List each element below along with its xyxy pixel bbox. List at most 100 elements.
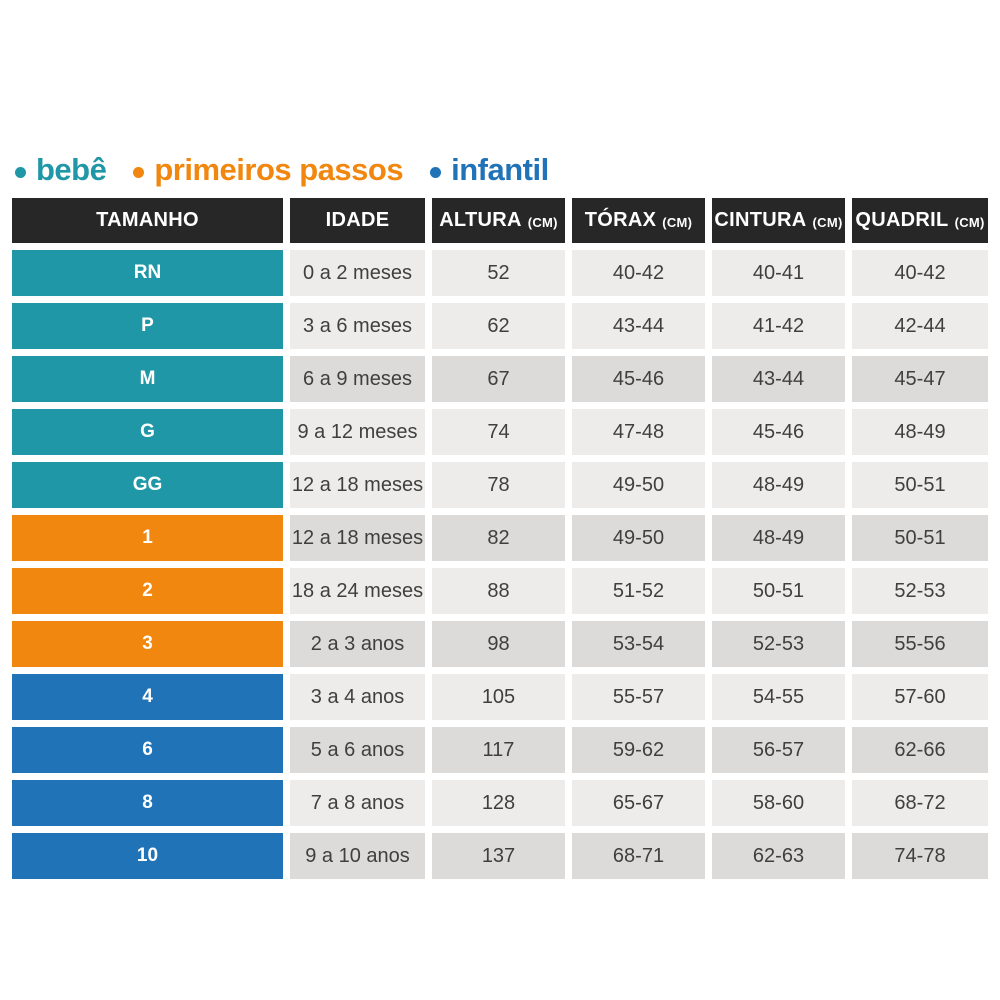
column-header-altura: ALTURA (CM) xyxy=(432,198,565,243)
cintura-cell: 54-55 xyxy=(712,674,845,720)
column-header-tamanho: TAMANHO xyxy=(12,198,283,243)
category-legend: bebê primeiros passos infantil xyxy=(15,150,1000,190)
torax-cell: 49-50 xyxy=(572,515,705,561)
column-header-unit: (CM) xyxy=(812,214,843,230)
idade-cell: 0 a 2 meses xyxy=(290,250,425,296)
column-header-label: QUADRIL xyxy=(855,209,949,231)
size-cell: G xyxy=(12,409,283,455)
torax-cell: 51-52 xyxy=(572,568,705,614)
torax-cell: 45-46 xyxy=(572,356,705,402)
column-header-label: ALTURA xyxy=(439,209,522,231)
altura-cell: 98 xyxy=(432,621,565,667)
column-header-unit: (CM) xyxy=(954,214,985,230)
size-cell: 6 xyxy=(12,727,283,773)
altura-cell: 52 xyxy=(432,250,565,296)
quadril-cell: 62-66 xyxy=(852,727,988,773)
column-header-unit: (CM) xyxy=(527,214,558,230)
size-cell: 1 xyxy=(12,515,283,561)
idade-cell: 5 a 6 anos xyxy=(290,727,425,773)
column-header-label: TÓRAX xyxy=(584,209,657,231)
size-cell: 8 xyxy=(12,780,283,826)
quadril-cell: 42-44 xyxy=(852,303,988,349)
column-header-label: TAMANHO xyxy=(96,209,199,231)
column-header-torax: TÓRAX (CM) xyxy=(572,198,705,243)
legend-dot-icon xyxy=(15,166,26,178)
legend-item-bebe: bebê xyxy=(15,152,107,188)
idade-cell: 9 a 10 anos xyxy=(290,833,425,879)
cintura-cell: 48-49 xyxy=(712,462,845,508)
cintura-cell: 58-60 xyxy=(712,780,845,826)
torax-cell: 49-50 xyxy=(572,462,705,508)
altura-cell: 105 xyxy=(432,674,565,720)
altura-cell: 62 xyxy=(432,303,565,349)
column-header-idade: IDADE xyxy=(290,198,425,243)
column-header-label: IDADE xyxy=(325,209,390,231)
legend-label: infantil xyxy=(451,152,549,187)
cintura-cell: 41-42 xyxy=(712,303,845,349)
altura-cell: 88 xyxy=(432,568,565,614)
column-header-cintura: CINTURA (CM) xyxy=(712,198,845,243)
cintura-cell: 62-63 xyxy=(712,833,845,879)
torax-cell: 43-44 xyxy=(572,303,705,349)
column-header-label: CINTURA xyxy=(714,209,807,231)
size-cell: 3 xyxy=(12,621,283,667)
torax-cell: 68-71 xyxy=(572,833,705,879)
altura-cell: 128 xyxy=(432,780,565,826)
cintura-cell: 50-51 xyxy=(712,568,845,614)
altura-cell: 117 xyxy=(432,727,565,773)
legend-label: primeiros passos xyxy=(154,152,404,187)
cintura-cell: 40-41 xyxy=(712,250,845,296)
legend-item-infantil: infantil xyxy=(430,152,549,188)
size-cell: M xyxy=(12,356,283,402)
torax-cell: 65-67 xyxy=(572,780,705,826)
quadril-cell: 40-42 xyxy=(852,250,988,296)
idade-cell: 7 a 8 anos xyxy=(290,780,425,826)
torax-cell: 47-48 xyxy=(572,409,705,455)
size-cell: RN xyxy=(12,250,283,296)
cintura-cell: 52-53 xyxy=(712,621,845,667)
altura-cell: 137 xyxy=(432,833,565,879)
idade-cell: 12 a 18 meses xyxy=(290,515,425,561)
size-chart-table: TAMANHO IDADE ALTURA (CM) TÓRAX (CM) CINTURA (C… xyxy=(12,198,988,879)
cintura-cell: 43-44 xyxy=(712,356,845,402)
column-header-quadril: QUADRIL (CM) xyxy=(852,198,988,243)
quadril-cell: 48-49 xyxy=(852,409,988,455)
altura-cell: 74 xyxy=(432,409,565,455)
altura-cell: 82 xyxy=(432,515,565,561)
quadril-cell: 50-51 xyxy=(852,515,988,561)
altura-cell: 78 xyxy=(432,462,565,508)
altura-cell: 67 xyxy=(432,356,565,402)
idade-cell: 3 a 4 anos xyxy=(290,674,425,720)
torax-cell: 55-57 xyxy=(572,674,705,720)
torax-cell: 40-42 xyxy=(572,250,705,296)
cintura-cell: 56-57 xyxy=(712,727,845,773)
idade-cell: 18 a 24 meses xyxy=(290,568,425,614)
legend-item-primeiros-passos: primeiros passos xyxy=(133,152,404,188)
column-header-unit: (CM) xyxy=(662,214,693,230)
size-cell: GG xyxy=(12,462,283,508)
quadril-cell: 55-56 xyxy=(852,621,988,667)
idade-cell: 3 a 6 meses xyxy=(290,303,425,349)
size-cell: P xyxy=(12,303,283,349)
idade-cell: 12 a 18 meses xyxy=(290,462,425,508)
quadril-cell: 52-53 xyxy=(852,568,988,614)
size-cell: 10 xyxy=(12,833,283,879)
quadril-cell: 68-72 xyxy=(852,780,988,826)
legend-label: bebê xyxy=(36,152,107,187)
idade-cell: 6 a 9 meses xyxy=(290,356,425,402)
cintura-cell: 48-49 xyxy=(712,515,845,561)
cintura-cell: 45-46 xyxy=(712,409,845,455)
quadril-cell: 74-78 xyxy=(852,833,988,879)
quadril-cell: 50-51 xyxy=(852,462,988,508)
torax-cell: 59-62 xyxy=(572,727,705,773)
legend-dot-icon xyxy=(430,166,442,178)
quadril-cell: 45-47 xyxy=(852,356,988,402)
size-cell: 4 xyxy=(12,674,283,720)
torax-cell: 53-54 xyxy=(572,621,705,667)
legend-dot-icon xyxy=(133,166,145,178)
quadril-cell: 57-60 xyxy=(852,674,988,720)
size-cell: 2 xyxy=(12,568,283,614)
idade-cell: 2 a 3 anos xyxy=(290,621,425,667)
idade-cell: 9 a 12 meses xyxy=(290,409,425,455)
